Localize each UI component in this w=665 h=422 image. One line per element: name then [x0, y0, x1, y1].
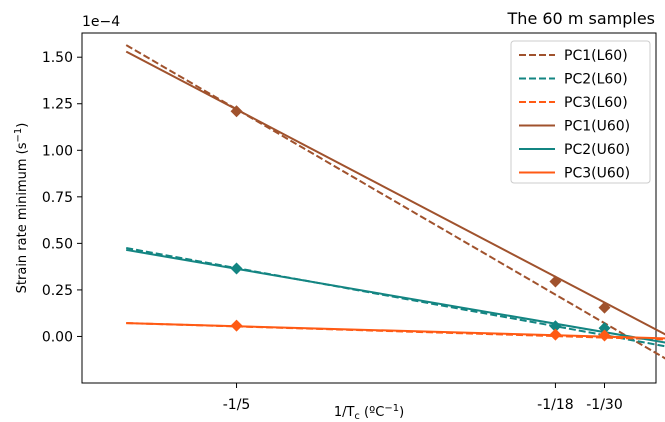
y-axis-label-close: ): [15, 123, 30, 128]
y-tick-label: 1.00: [42, 143, 73, 159]
legend: PC1(L60) PC2(L60) PC3(L60) PC1(U60) PC2(U60)…: [510, 40, 651, 184]
data-point-1-1: [549, 320, 562, 333]
x-axis-label-units: (ºC: [360, 405, 384, 420]
y-tick-label: 0.75: [42, 190, 73, 206]
data-point-0-2: [598, 301, 611, 314]
y-axis-label-superscript: −1: [13, 128, 24, 143]
data-point-1-0: [230, 262, 243, 275]
chart-title: The 60 m samples: [507, 9, 655, 28]
legend-label-PC3(L60): PC3(L60): [564, 95, 628, 111]
data-point-0-0: [230, 105, 243, 118]
y-offset-label: 1e−4: [82, 14, 120, 30]
series-line-PC3(U60): [126, 322, 665, 340]
x-axis-label-subscript: c: [354, 411, 360, 422]
data-point-2-1: [549, 328, 562, 341]
x-axis: -1/5 -1/18 -1/30: [223, 383, 623, 413]
y-tick-label: 1.25: [42, 97, 73, 113]
y-axis: 0.00 0.25 0.50 0.75 1.00 1.25 1.50: [42, 50, 82, 345]
series-line-PC2(U60): [126, 248, 665, 344]
x-tick-label: -1/18: [537, 397, 574, 413]
y-tick-label: 1.50: [42, 50, 73, 66]
data-point-0-1: [549, 275, 562, 288]
legend-label-PC3(U60): PC3(U60): [564, 166, 630, 182]
series-line-PC1(U60): [125, 50, 665, 336]
points-layer: [230, 105, 611, 342]
x-tick-label: -1/30: [586, 397, 623, 413]
series-layer: [125, 44, 665, 360]
y-tick-label: 0.00: [42, 329, 73, 345]
legend-frame: [510, 40, 651, 184]
data-point-2-2: [598, 329, 611, 342]
data-point-2-0: [230, 319, 243, 332]
legend-label-PC2(L60): PC2(L60): [564, 72, 628, 88]
legend-label-PC1(U60): PC1(U60): [564, 119, 630, 135]
x-axis-label-close: ): [399, 405, 404, 420]
y-tick-label: 0.25: [42, 283, 73, 299]
y-axis-label-main: Strain rate minimum (s: [15, 142, 30, 293]
legend-label-PC1(L60): PC1(L60): [564, 48, 628, 64]
x-axis-label-main: 1/T: [334, 405, 355, 420]
legend-label-PC2(U60): PC2(U60): [564, 142, 630, 158]
series-line-PC1(L60): [125, 44, 665, 360]
x-axis-label-superscript: −1: [384, 403, 399, 414]
data-point-1-2: [598, 322, 611, 335]
x-axis-label: 1/Tc (ºC−1): [334, 403, 404, 422]
y-axis-label: Strain rate minimum (s−1): [13, 123, 30, 294]
y-tick-label: 0.50: [42, 236, 73, 252]
x-tick-label: -1/5: [223, 397, 251, 413]
